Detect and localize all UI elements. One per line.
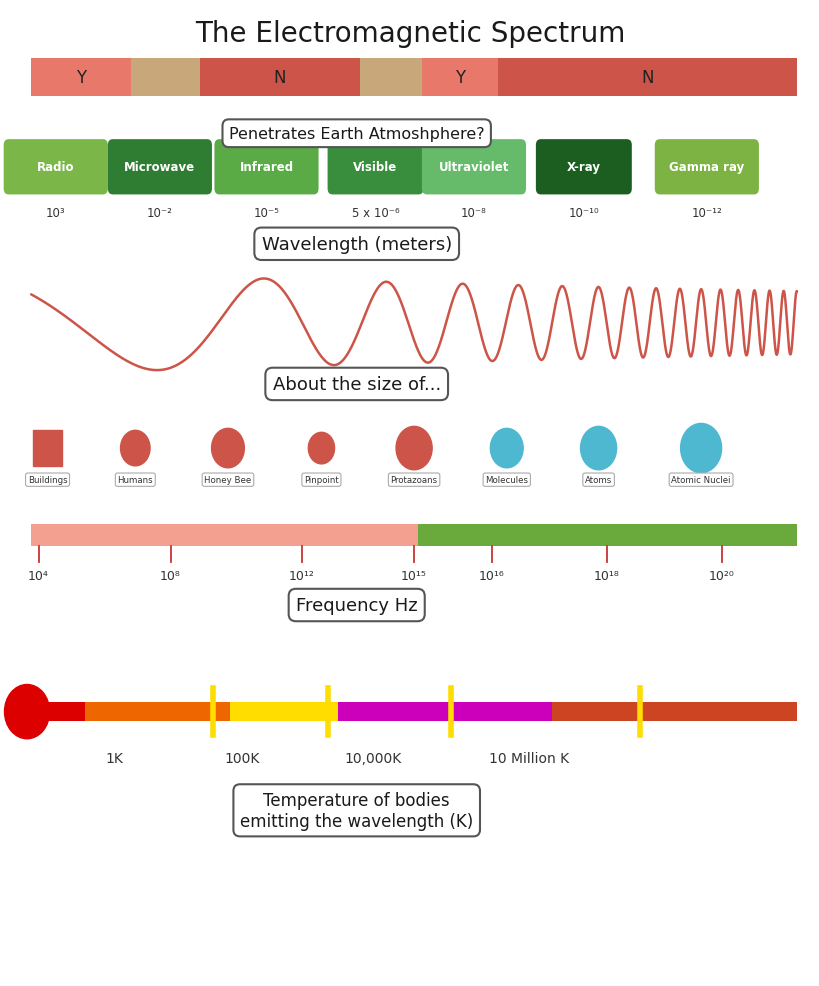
FancyBboxPatch shape [536, 140, 631, 195]
Bar [360, 59, 421, 97]
Text: 10¹⁵: 10¹⁵ [400, 570, 427, 583]
Text: Frequency Hz: Frequency Hz [296, 597, 417, 614]
Text: Humans: Humans [117, 475, 153, 485]
Text: Ultraviolet: Ultraviolet [438, 161, 509, 175]
Circle shape [211, 429, 244, 468]
Text: X-ray: X-ray [566, 161, 600, 175]
Text: Microwave: Microwave [124, 161, 195, 175]
Text: Pinpoint: Pinpoint [304, 475, 338, 485]
Text: Y: Y [76, 69, 86, 87]
FancyBboxPatch shape [421, 140, 526, 195]
Bar [31, 525, 418, 546]
Bar [337, 702, 551, 722]
Bar [31, 702, 84, 722]
Text: 100K: 100K [224, 751, 260, 765]
Text: N: N [274, 69, 286, 87]
Text: 10⁴: 10⁴ [28, 570, 49, 583]
Text: 10⁻¹²: 10⁻¹² [690, 206, 722, 220]
Text: Honey Bee: Honey Bee [204, 475, 251, 485]
Text: 10⁻¹⁰: 10⁻¹⁰ [568, 206, 599, 220]
Text: 10¹⁸: 10¹⁸ [593, 570, 619, 583]
Text: 5 x 10⁻⁶: 5 x 10⁻⁶ [351, 206, 399, 220]
Text: 10¹⁶: 10¹⁶ [478, 570, 505, 583]
Bar [130, 59, 199, 97]
Circle shape [396, 427, 432, 470]
Text: Molecules: Molecules [485, 475, 527, 485]
Bar [421, 59, 498, 97]
Bar [84, 702, 230, 722]
Text: Buildings: Buildings [28, 475, 67, 485]
Text: 10⁸: 10⁸ [160, 570, 181, 583]
Bar [418, 525, 796, 546]
Text: Gamma ray: Gamma ray [668, 161, 744, 175]
Circle shape [490, 429, 523, 468]
Bar [551, 702, 796, 722]
Text: The Electromagnetic Spectrum: The Electromagnetic Spectrum [195, 20, 624, 47]
Text: Infrared: Infrared [239, 161, 293, 175]
Text: Atoms: Atoms [584, 475, 612, 485]
Bar [31, 59, 130, 97]
FancyBboxPatch shape [215, 140, 319, 195]
FancyBboxPatch shape [108, 140, 211, 195]
Text: 10¹²: 10¹² [288, 570, 314, 583]
Text: About the size of...: About the size of... [272, 376, 441, 393]
Text: 10⁻⁵: 10⁻⁵ [253, 206, 279, 220]
Circle shape [680, 424, 721, 473]
Ellipse shape [5, 684, 50, 740]
FancyBboxPatch shape [4, 140, 108, 195]
Circle shape [308, 433, 334, 464]
Text: Temperature of bodies
emitting the wavelength (K): Temperature of bodies emitting the wavel… [240, 791, 473, 830]
Circle shape [580, 427, 616, 470]
Text: 10 Million K: 10 Million K [488, 751, 568, 765]
Text: Protazoans: Protazoans [390, 475, 437, 485]
Text: Radio: Radio [37, 161, 75, 175]
Circle shape [120, 431, 150, 466]
Text: Y: Y [455, 69, 464, 87]
Text: 10,000K: 10,000K [344, 751, 401, 765]
Bar [33, 431, 62, 466]
Text: Wavelength (meters): Wavelength (meters) [261, 236, 451, 253]
Bar [498, 59, 796, 97]
Text: N: N [640, 69, 653, 87]
FancyBboxPatch shape [328, 140, 423, 195]
Bar [199, 59, 360, 97]
Text: Visible: Visible [353, 161, 397, 175]
Text: Atomic Nuclei: Atomic Nuclei [671, 475, 730, 485]
Text: 10³: 10³ [46, 206, 66, 220]
Text: Penetrates Earth Atmoshphere?: Penetrates Earth Atmoshphere? [229, 126, 484, 142]
Text: 10⁻²: 10⁻² [147, 206, 173, 220]
Text: 10⁻⁸: 10⁻⁸ [460, 206, 486, 220]
Text: 10²⁰: 10²⁰ [708, 570, 734, 583]
Bar [230, 702, 337, 722]
FancyBboxPatch shape [654, 140, 758, 195]
Text: 1K: 1K [106, 751, 124, 765]
